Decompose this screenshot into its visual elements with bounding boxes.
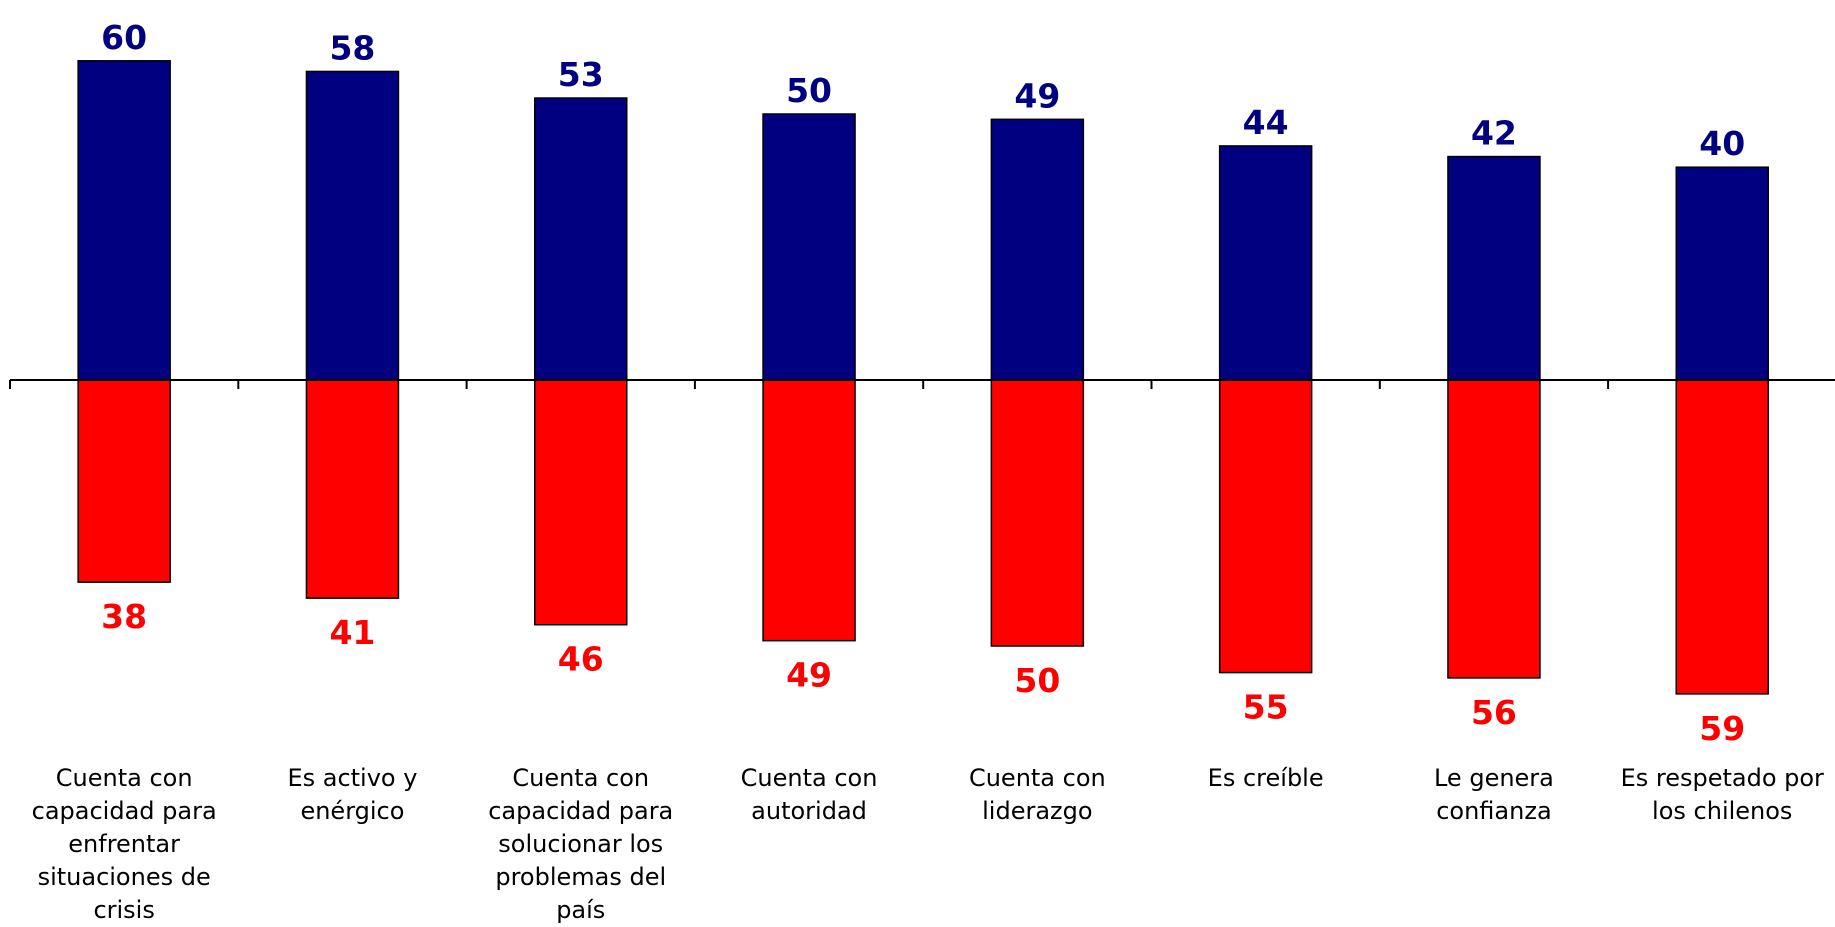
category-label-7: Le genera confianza (1433, 764, 1554, 825)
data-label-negative-8: 59 (1699, 709, 1745, 748)
data-label-positive-8: 40 (1699, 124, 1745, 163)
bar-negative-1 (77, 379, 171, 583)
category-label-2: Es activo y enérgico (287, 764, 418, 825)
data-label-negative-6: 55 (1243, 688, 1289, 727)
category-label-1: Cuenta con capacidad para enfrentar situ… (31, 764, 217, 924)
bar-positive-6 (1218, 145, 1313, 381)
bar-positive-3 (534, 97, 628, 381)
category-label-3: Cuenta con capacidad para solucionar los… (488, 764, 674, 924)
bar-positive-8 (1675, 166, 1769, 381)
data-label-negative-1: 38 (101, 597, 147, 636)
data-label-positive-4: 50 (786, 71, 832, 110)
data-label-positive-3: 53 (558, 55, 604, 94)
bar-negative-7 (1447, 379, 1541, 679)
category-label-8: Es respetado por los chilenos (1620, 764, 1824, 825)
bar-negative-6 (1218, 379, 1313, 674)
data-label-negative-3: 46 (558, 640, 604, 679)
data-label-positive-7: 42 (1471, 114, 1517, 153)
category-label-4: Cuenta con autoridad (740, 764, 878, 825)
bar-negative-2 (305, 379, 400, 599)
data-label-positive-1: 60 (101, 18, 147, 57)
bar-positive-5 (990, 118, 1085, 381)
bar-positive-1 (77, 60, 171, 381)
category-label-5: Cuenta con liderazgo (968, 764, 1106, 825)
data-label-positive-5: 49 (1014, 76, 1060, 115)
bar-negative-5 (990, 379, 1085, 647)
data-label-negative-5: 50 (1014, 661, 1060, 700)
data-label-positive-2: 58 (329, 28, 375, 67)
data-label-negative-2: 41 (329, 613, 375, 652)
bar-positive-4 (762, 113, 856, 381)
bar-negative-8 (1675, 379, 1769, 695)
data-label-positive-6: 44 (1243, 103, 1289, 142)
category-label-6: Es creíble (1207, 764, 1324, 792)
data-label-negative-7: 56 (1471, 693, 1517, 732)
bar-negative-3 (534, 379, 628, 626)
bar-positive-2 (305, 70, 400, 381)
bar-negative-4 (762, 379, 856, 642)
bar-positive-7 (1447, 155, 1541, 381)
data-label-negative-4: 49 (786, 656, 832, 695)
